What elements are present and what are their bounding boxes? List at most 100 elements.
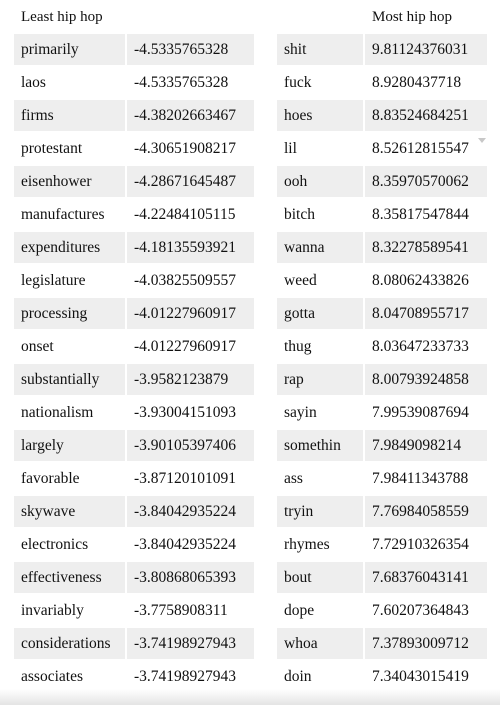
most-table-row: whoa 7.37893009712 xyxy=(277,628,487,661)
most-value-cell: 8.35970570062 xyxy=(365,166,487,197)
most-table-row: bout 7.68376043141 xyxy=(277,562,487,595)
most-value-cell: 7.68376043141 xyxy=(365,562,487,593)
most-hip-hop-header: Most hip hop xyxy=(372,9,453,25)
least-word-cell: associates xyxy=(21,668,83,685)
least-value-cell: -4.5335765328 xyxy=(127,34,254,65)
most-table-row: thug 8.03647233733 xyxy=(277,331,487,364)
least-word-cell: primarily xyxy=(14,34,125,65)
least-table-row: primarily -4.5335765328 xyxy=(14,34,254,67)
least-word-cell: firms xyxy=(14,100,125,131)
most-value-cell: 9.81124376031 xyxy=(365,34,487,65)
least-table-row: considerations -3.74198927943 xyxy=(14,628,254,661)
least-value-cell: -4.22484105115 xyxy=(134,206,236,223)
most-word-cell: ooh xyxy=(277,166,363,197)
least-value-cell: -4.18135593921 xyxy=(127,232,254,263)
most-value-cell: 7.9849098214 xyxy=(365,430,487,461)
most-value-cell: 8.04708955717 xyxy=(365,298,487,329)
most-word-cell: bitch xyxy=(284,206,315,223)
least-hip-hop-table: primarily -4.5335765328 laos -4.5335765328 f… xyxy=(14,34,254,694)
least-value-cell: -3.87120101091 xyxy=(134,470,237,487)
most-value-cell: 8.03647233733 xyxy=(372,338,469,355)
most-table-row: bitch 8.35817547844 xyxy=(277,199,487,232)
most-value-cell: 7.60207364843 xyxy=(372,602,469,619)
least-word-cell: substantially xyxy=(14,364,125,395)
most-word-cell: tryin xyxy=(277,496,363,527)
least-table-row: laos -4.5335765328 xyxy=(14,67,254,100)
most-word-cell: doin xyxy=(284,668,312,685)
least-table-row: substantially -3.9582123879 xyxy=(14,364,254,397)
most-table-row: wanna 8.32278589541 xyxy=(277,232,487,265)
least-word-cell: manufactures xyxy=(21,206,105,223)
least-word-cell: considerations xyxy=(14,628,125,659)
most-word-cell: shit xyxy=(277,34,363,65)
most-value-cell: 8.00793924858 xyxy=(365,364,487,395)
most-value-cell: 8.08062433826 xyxy=(372,272,469,289)
least-word-cell: effectiveness xyxy=(14,562,125,593)
least-word-cell: protestant xyxy=(21,140,83,157)
least-word-cell: expenditures xyxy=(14,232,125,263)
most-table-row: lil 8.52612815547 xyxy=(277,133,487,166)
least-word-cell: onset xyxy=(21,338,54,355)
least-table-row: eisenhower -4.28671645487 xyxy=(14,166,254,199)
least-table-row: electronics -3.84042935224 xyxy=(14,529,254,562)
most-value-cell: 7.99539087694 xyxy=(372,404,469,421)
most-value-cell: 7.34043015419 xyxy=(372,668,469,685)
most-table-row: hoes 8.83524684251 xyxy=(277,100,487,133)
most-table-row: ass 7.98411343788 xyxy=(277,463,487,496)
least-word-cell: laos xyxy=(21,74,46,91)
most-value-cell: 8.52612815547 xyxy=(372,140,469,157)
least-table-row: favorable -3.87120101091 xyxy=(14,463,254,496)
most-value-cell: 8.9280437718 xyxy=(372,74,462,91)
least-word-cell: electronics xyxy=(21,536,89,553)
least-word-cell: largely xyxy=(14,430,125,461)
least-value-cell: -3.84042935224 xyxy=(134,536,237,553)
most-word-cell: wanna xyxy=(277,232,363,263)
most-table-row: weed 8.08062433826 xyxy=(277,265,487,298)
most-table-row: gotta 8.04708955717 xyxy=(277,298,487,331)
most-word-cell: somethin xyxy=(277,430,363,461)
most-table-row: rap 8.00793924858 xyxy=(277,364,487,397)
bottom-edge-shadow xyxy=(0,689,500,705)
most-value-cell: 7.72910326354 xyxy=(372,536,469,553)
least-value-cell: -4.5335765328 xyxy=(134,74,229,91)
least-word-cell: favorable xyxy=(21,470,80,487)
least-value-cell: -3.9582123879 xyxy=(127,364,254,395)
least-value-cell: -4.30651908217 xyxy=(134,140,237,157)
most-word-cell: rhymes xyxy=(284,536,330,553)
least-value-cell: -4.28671645487 xyxy=(127,166,254,197)
least-table-row: largely -3.90105397406 xyxy=(14,430,254,463)
most-word-cell: hoes xyxy=(277,100,363,131)
most-word-cell: fuck xyxy=(284,74,312,91)
dropdown-arrow-icon xyxy=(478,138,486,143)
least-hip-hop-header: Least hip hop xyxy=(21,9,103,25)
most-word-cell: sayin xyxy=(284,404,317,421)
most-value-cell: 8.83524684251 xyxy=(365,100,487,131)
least-table-row: associates -3.74198927943 xyxy=(14,661,254,694)
most-table-row: doin 7.34043015419 xyxy=(277,661,487,694)
most-word-cell: whoa xyxy=(277,628,363,659)
least-word-cell: invariably xyxy=(21,602,84,619)
least-value-cell: -3.84042935224 xyxy=(127,496,254,527)
most-value-cell: 7.76984058559 xyxy=(365,496,487,527)
least-value-cell: -3.93004151093 xyxy=(134,404,237,421)
least-word-cell: skywave xyxy=(14,496,125,527)
most-word-cell: ass xyxy=(284,470,303,487)
most-word-cell: lil xyxy=(284,140,297,157)
most-table-row: rhymes 7.72910326354 xyxy=(277,529,487,562)
most-table-row: shit 9.81124376031 xyxy=(277,34,487,67)
least-value-cell: -3.74198927943 xyxy=(127,628,254,659)
least-value-cell: -4.01227960917 xyxy=(134,338,237,355)
most-value-cell: 8.32278589541 xyxy=(365,232,487,263)
most-value-cell: 8.35817547844 xyxy=(372,206,469,223)
least-value-cell: -3.80868065393 xyxy=(127,562,254,593)
most-word-cell: gotta xyxy=(277,298,363,329)
least-table-row: protestant -4.30651908217 xyxy=(14,133,254,166)
most-table-row: ooh 8.35970570062 xyxy=(277,166,487,199)
most-table-row: dope 7.60207364843 xyxy=(277,595,487,628)
least-word-cell: legislature xyxy=(21,272,86,289)
most-word-cell: rap xyxy=(277,364,363,395)
most-word-cell: weed xyxy=(284,272,317,289)
least-table-row: nationalism -3.93004151093 xyxy=(14,397,254,430)
least-table-row: manufactures -4.22484105115 xyxy=(14,199,254,232)
most-table-row: tryin 7.76984058559 xyxy=(277,496,487,529)
